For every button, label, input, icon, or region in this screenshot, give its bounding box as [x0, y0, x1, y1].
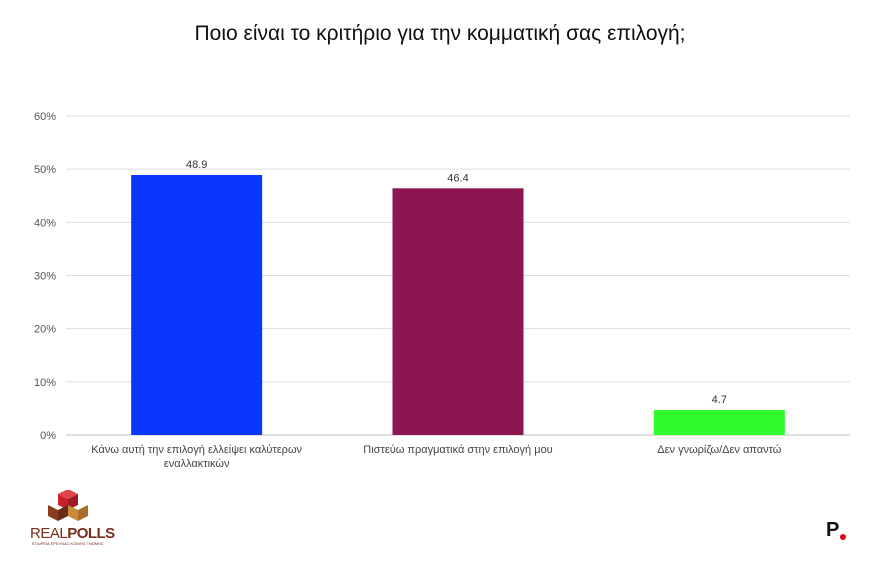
- y-tick-label: 50%: [34, 164, 56, 176]
- bars: [131, 175, 785, 435]
- bar: [392, 188, 524, 435]
- bar-value-label: 48.9: [186, 159, 207, 171]
- y-tick-label: 40%: [34, 217, 56, 229]
- publisher-logo: P: [826, 519, 852, 543]
- data-labels: 48.9 46.4 4.7: [186, 159, 727, 406]
- bar: [653, 410, 785, 435]
- category-label: Πιστεύω πραγματικά στην επιλογή μου: [363, 444, 552, 456]
- bar: [131, 175, 263, 435]
- y-tick-label: 20%: [34, 324, 56, 336]
- publisher-logo-dot: [840, 534, 846, 540]
- category-label: Δεν γνωρίζω/Δεν απαντώ: [657, 444, 782, 456]
- realpolls-logo-icon: [48, 490, 88, 521]
- category-label: Κάνω αυτή την επιλογή ελλείψει καλύτερων: [91, 444, 302, 456]
- publisher-logo-letter: P: [826, 519, 840, 541]
- y-tick-label: 60%: [34, 111, 56, 123]
- bar-chart: 0% 10% 20% 30% 40% 50% 60% 48.9 46.4 4.7 Κάνω αυ…: [34, 111, 850, 470]
- y-tick-label: 30%: [34, 271, 56, 283]
- realpolls-logo-subtitle: ΕΤΑΙΡΕΙΑ ΕΡΕΥΝΑΣ ΚΟΙΝΗΣ ΓΝΩΜΗΣ: [32, 541, 104, 546]
- category-label: εναλλακτικών: [164, 458, 230, 470]
- y-tick-label: 0%: [40, 430, 56, 442]
- chart-title: Ποιο είναι το κριτήριο για την κομματική…: [194, 22, 686, 45]
- realpolls-logo-text: REALPOLLS: [30, 525, 115, 542]
- y-tick-label: 10%: [34, 377, 56, 389]
- y-axis-tick-labels: 0% 10% 20% 30% 40% 50% 60%: [34, 111, 56, 442]
- bar-value-label: 46.4: [447, 172, 468, 184]
- category-labels: Κάνω αυτή την επιλογή ελλείψει καλύτερων…: [91, 444, 782, 470]
- bar-value-label: 4.7: [712, 394, 727, 406]
